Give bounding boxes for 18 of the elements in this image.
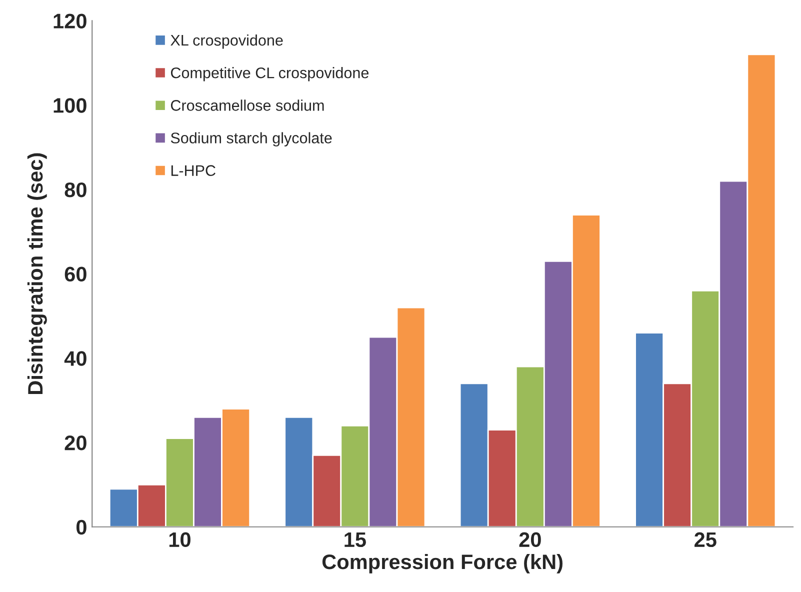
y-tick-label: 80 (64, 182, 86, 198)
legend-label: L-HPC (171, 165, 216, 176)
x-axis-title: Compression Force (kN) (322, 554, 562, 574)
legend-label: Competitive CL crospovidone (170, 67, 369, 82)
y-tick-label: 100 (54, 98, 86, 113)
y-axis-title: Disintegration time (sec) (27, 153, 47, 394)
x-tick-label: 15 (344, 532, 366, 548)
legend-label: Sodium starch glycolate (170, 132, 332, 146)
y-tick-label: 0 (76, 520, 86, 535)
y-tick-label: 20 (64, 436, 86, 450)
y-tick-label: 120 (54, 14, 86, 28)
x-tick-label: 20 (519, 532, 541, 548)
x-tick-label: 10 (169, 532, 190, 548)
y-tick-label: 60 (64, 266, 86, 282)
legend-label: Croscamellose sodium (170, 100, 324, 111)
y-tick-label: 40 (64, 351, 86, 366)
legend-label: XL crospovidone (170, 34, 283, 49)
x-tick-label: 25 (694, 532, 716, 548)
